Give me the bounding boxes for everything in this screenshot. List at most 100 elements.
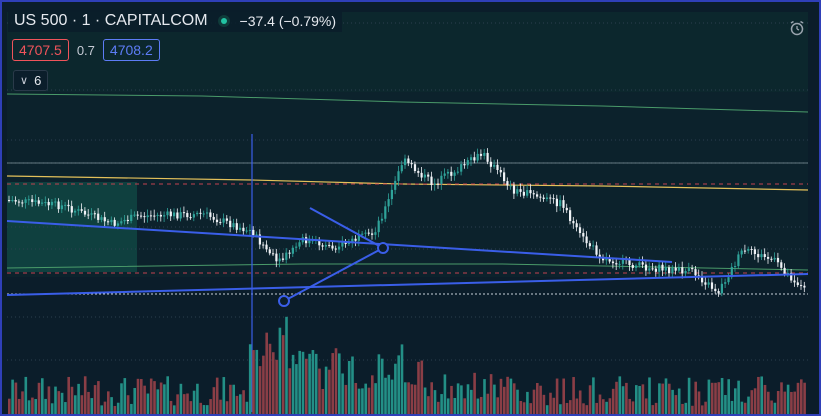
candle-body xyxy=(120,221,123,224)
candle-body xyxy=(206,212,209,214)
candle-body xyxy=(430,176,433,186)
volume-bar xyxy=(638,385,641,414)
volume-bar xyxy=(420,360,424,414)
volume-bar xyxy=(11,379,14,414)
volume-bar xyxy=(790,391,793,414)
volume-bar xyxy=(694,381,697,414)
candle-body xyxy=(476,153,479,161)
candle-body xyxy=(54,201,57,203)
volume-bar xyxy=(57,391,61,414)
volume-bar xyxy=(136,378,140,414)
alarm-clock-icon[interactable] xyxy=(789,20,805,36)
volume-bar xyxy=(747,396,750,414)
triangle-handle-bottom[interactable] xyxy=(278,295,290,307)
volume-bar xyxy=(50,403,54,414)
volume-bar xyxy=(602,399,605,414)
candle-body xyxy=(446,171,450,174)
candle-body xyxy=(536,194,539,197)
candle-body xyxy=(628,259,631,266)
candle-body xyxy=(463,164,466,166)
candle-body xyxy=(97,213,100,220)
volume-bar xyxy=(440,394,443,414)
candle-body xyxy=(215,219,219,223)
candle-body xyxy=(542,197,545,199)
candle-body xyxy=(275,253,278,262)
candle-body xyxy=(278,258,281,262)
candle-body xyxy=(377,220,380,233)
candle-body xyxy=(460,164,463,172)
volume-bar xyxy=(635,385,638,414)
candle-body xyxy=(364,232,367,234)
sell-button[interactable]: 4707.5 xyxy=(12,39,69,61)
candle-body xyxy=(648,268,651,271)
candle-body xyxy=(644,264,648,271)
volume-bar xyxy=(687,377,691,414)
volume-bar xyxy=(677,388,681,414)
candle-body xyxy=(496,164,499,171)
volume-bar xyxy=(476,398,480,414)
candle-body xyxy=(70,206,73,213)
volume-bar xyxy=(552,397,556,414)
volume-bar xyxy=(192,390,196,414)
indicators-toggle-button[interactable]: ∨ 6 xyxy=(13,70,49,91)
volume-bar xyxy=(179,383,183,414)
candle-body xyxy=(288,252,291,254)
volume-bar xyxy=(140,379,143,414)
candle-body xyxy=(47,201,50,206)
candle-body xyxy=(80,209,83,211)
volume-bar xyxy=(308,353,311,414)
volume-bar xyxy=(123,378,127,414)
volume-bar xyxy=(592,377,595,414)
volume-bar xyxy=(232,384,235,414)
candle-body xyxy=(621,258,624,264)
volume-bar xyxy=(588,385,592,414)
volume-bar xyxy=(479,396,483,414)
trendline-descending[interactable] xyxy=(6,220,673,263)
volume-bar xyxy=(757,376,760,414)
volume-bar xyxy=(565,402,569,414)
candle-body xyxy=(308,240,311,244)
volume-bar xyxy=(800,379,803,414)
volume-bar xyxy=(202,405,206,414)
volume-bar xyxy=(615,381,618,414)
triangle-handle-right[interactable] xyxy=(377,242,389,254)
volume-bar xyxy=(737,380,740,414)
candle-body xyxy=(701,277,704,283)
candle-body xyxy=(704,282,707,285)
volume-bar xyxy=(311,350,315,414)
candle-body xyxy=(107,221,110,223)
candle-body xyxy=(126,219,129,221)
volume-bar xyxy=(684,402,688,414)
volume-bar xyxy=(371,375,374,414)
volume-bar xyxy=(262,355,265,414)
candle-body xyxy=(229,220,232,228)
volume-bar xyxy=(786,384,790,414)
volume-bar xyxy=(295,364,298,414)
volume-bar xyxy=(720,377,724,414)
volume-bar xyxy=(545,405,549,414)
candle-body xyxy=(90,213,93,215)
green-ma-lower xyxy=(6,263,809,271)
buy-button[interactable]: 4708.2 xyxy=(102,39,160,61)
candle-body xyxy=(166,211,169,216)
market-open-dot-icon xyxy=(217,15,230,27)
volume-bar xyxy=(681,403,684,414)
volume-bar xyxy=(529,403,532,414)
candle-body xyxy=(413,164,417,172)
candle-body xyxy=(242,227,245,232)
candle-body xyxy=(265,244,268,250)
volume-bar xyxy=(143,385,146,414)
volume-bar xyxy=(133,387,136,414)
candle-body xyxy=(258,234,261,245)
candle-body xyxy=(176,212,179,219)
symbol-title[interactable]: US 500 · 1 · CAPITALCOM xyxy=(14,12,208,29)
volume-bar xyxy=(344,384,348,414)
volume-bar xyxy=(27,400,31,414)
trendline-ascending[interactable] xyxy=(6,273,809,296)
volume-bar xyxy=(437,401,440,414)
volume-bar xyxy=(298,350,301,414)
volume-bar xyxy=(258,366,262,414)
volume-bar xyxy=(644,398,648,414)
